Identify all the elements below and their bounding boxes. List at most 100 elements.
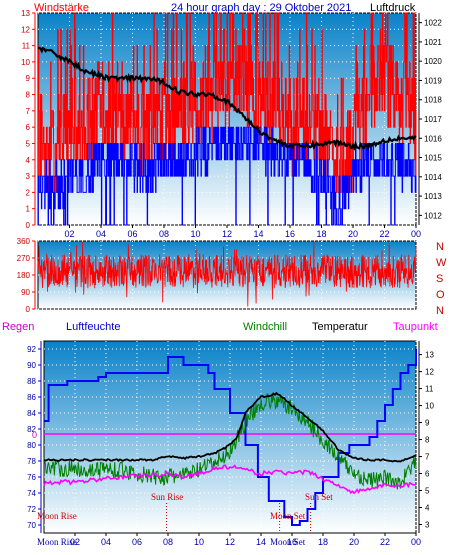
- humidity-axis-tick-label: 82: [27, 425, 36, 434]
- humidity-axis-tick-label: 74: [27, 489, 36, 498]
- pressure-axis-tick-label: 1014: [424, 173, 442, 182]
- pressure-axis-tick-label: 1016: [424, 134, 442, 143]
- wind-axis-tick-label: 1: [26, 205, 31, 214]
- time-axis-tick-label: 06: [127, 229, 137, 239]
- time-axis-tick-label: 10: [190, 229, 200, 239]
- compass-s: S: [436, 273, 443, 285]
- time-axis-tick-label: 02: [64, 229, 74, 239]
- time-axis-bottom: 02 04 06 08 10 12 14 16 18 20 22 00: [70, 533, 421, 547]
- wind-direction-line: [37, 241, 417, 307]
- wind-axis-tick-label: 2: [26, 188, 31, 197]
- humidity-axis-tick-label: 92: [27, 345, 36, 354]
- pressure-axis-tick-label: 1020: [424, 57, 442, 66]
- humidity-axis: 70 72 74 76 78 80 82 84 86 88 90 92: [27, 341, 42, 533]
- panel-wind-pressure-series: [37, 12, 417, 226]
- pressure-line: [37, 46, 417, 151]
- moon-set-axis-label: Moon Set: [270, 537, 306, 547]
- wind-axis-tick-label: 0: [26, 221, 31, 230]
- panel-direction-series: [37, 241, 417, 307]
- sun-set-label: Sun Set: [305, 492, 333, 502]
- time-axis-tick-label: 04: [96, 229, 106, 239]
- sun-moon-annotations: Moon Rise Sun Rise Sun Set Moon Set Moon…: [32, 430, 333, 547]
- time-axis-tick-label: 16: [287, 537, 297, 547]
- pressure-axis: 1012 1013 1014 1015 1016 1017 1018 1019 1020 1021…: [418, 13, 442, 225]
- humidity-line: [44, 349, 417, 526]
- pressure-axis-tick-label: 1021: [424, 38, 442, 47]
- wind-axis-tick-label: 4: [26, 156, 31, 165]
- pressure-axis-tick-label: 1013: [424, 192, 442, 201]
- compass-n-bottom: N: [436, 305, 444, 317]
- pressure-axis-tick-label: 1022: [424, 19, 442, 28]
- time-axis-tick-label: 00: [411, 537, 421, 547]
- windchill-line: [43, 392, 417, 490]
- pressure-axis-tick-label: 1015: [424, 154, 442, 163]
- wind-axis-tick-label: 8: [26, 91, 31, 100]
- wind-axis-tick-label: 11: [22, 42, 31, 51]
- humidity-axis-tick-label: 72: [27, 505, 36, 514]
- temperature-axis-tick-label: 10: [425, 402, 434, 411]
- rain-zero-label: 0: [32, 430, 37, 440]
- time-axis-tick-label: 12: [222, 229, 232, 239]
- wind-axis-tick-label: 3: [26, 172, 31, 181]
- time-axis-tick-label: 22: [379, 229, 389, 239]
- legend-regen: Regen: [2, 321, 34, 333]
- moon-rise-axis-label: Moon Rise: [37, 537, 77, 547]
- temperature-axis-tick-label: 12: [425, 368, 434, 377]
- header-left-label: Windstärke: [34, 2, 89, 14]
- time-axis-tick-label: 18: [316, 229, 326, 239]
- temperature-axis-tick-label: 7: [425, 453, 430, 462]
- direction-axis-tick-label: 270: [17, 254, 31, 263]
- time-axis-tick-label: 14: [253, 229, 263, 239]
- humidity-axis-tick-label: 80: [27, 441, 36, 450]
- time-axis-tick-label: 12: [225, 537, 235, 547]
- humidity-axis-tick-label: 90: [27, 361, 36, 370]
- pressure-axis-tick-label: 1018: [424, 96, 442, 105]
- wind-axis-tick-label: 10: [21, 58, 30, 67]
- temperature-axis-tick-label: 3: [425, 521, 430, 530]
- wind-axis-tick-label: 12: [21, 25, 30, 34]
- wind-axis-tick-label: 5: [26, 139, 31, 148]
- pressure-axis-tick-label: 1017: [424, 115, 442, 124]
- wind-gust-line: [37, 126, 417, 226]
- compass-o: O: [436, 289, 445, 301]
- panel-temp-humidity-series: [43, 349, 417, 533]
- moon-rise-label: Moon Rise: [37, 511, 77, 521]
- wind-avg-line: [37, 12, 417, 193]
- header-title: 24 hour graph day : 29 Oktober 2021: [171, 2, 351, 14]
- panel-direction-grid: [38, 240, 417, 310]
- wind-axis-tick-label: 7: [26, 107, 31, 116]
- time-axis-tick-label: 08: [163, 537, 173, 547]
- legend-temperatur: Temperatur: [312, 321, 368, 333]
- time-axis-tick-label: 10: [194, 537, 204, 547]
- humidity-axis-tick-label: 84: [27, 409, 36, 418]
- legend-windchill: Windchill: [243, 321, 287, 333]
- time-axis-tick-label: 14: [256, 537, 266, 547]
- pressure-axis-tick-label: 1012: [424, 211, 442, 220]
- humidity-axis-tick-label: 88: [27, 377, 36, 386]
- humidity-axis-tick-label: 76: [27, 473, 36, 482]
- direction-axis-tick-label: 90: [21, 288, 30, 297]
- temperature-axis-tick-label: 13: [425, 351, 434, 360]
- temperature-axis: 3 4 5 6 7 8 9 10 11 12 13: [418, 341, 434, 533]
- direction-axis-tick-label: 180: [17, 271, 31, 280]
- humidity-axis-tick-label: 70: [27, 521, 36, 530]
- direction-axis-tick-label: 360: [17, 237, 31, 246]
- time-axis-tick-label: 08: [159, 229, 169, 239]
- temperature-axis-tick-label: 11: [425, 385, 434, 394]
- time-axis-tick-label: 18: [318, 537, 328, 547]
- legend-luftfeuchte: Luftfeuchte: [66, 321, 120, 333]
- wind-axis-tick-label: 13: [21, 9, 30, 18]
- moon-set-label: Moon Set: [270, 511, 306, 521]
- header-right-label: Luftdruck: [370, 2, 416, 14]
- legend-taupunkt: Taupunkt: [393, 321, 438, 333]
- dewpoint-line: [43, 464, 417, 495]
- temperature-axis-tick-label: 9: [425, 419, 430, 428]
- temperature-line: [43, 391, 417, 463]
- pressure-axis-tick-label: 1019: [424, 76, 442, 85]
- time-axis-tick-label: 22: [380, 537, 390, 547]
- humidity-axis-tick-label: 86: [27, 393, 36, 402]
- temperature-axis-tick-label: 6: [425, 470, 430, 479]
